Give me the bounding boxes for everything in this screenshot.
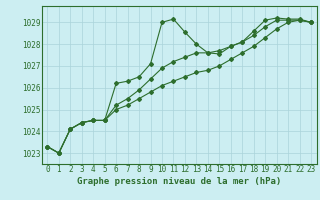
X-axis label: Graphe pression niveau de la mer (hPa): Graphe pression niveau de la mer (hPa)	[77, 177, 281, 186]
